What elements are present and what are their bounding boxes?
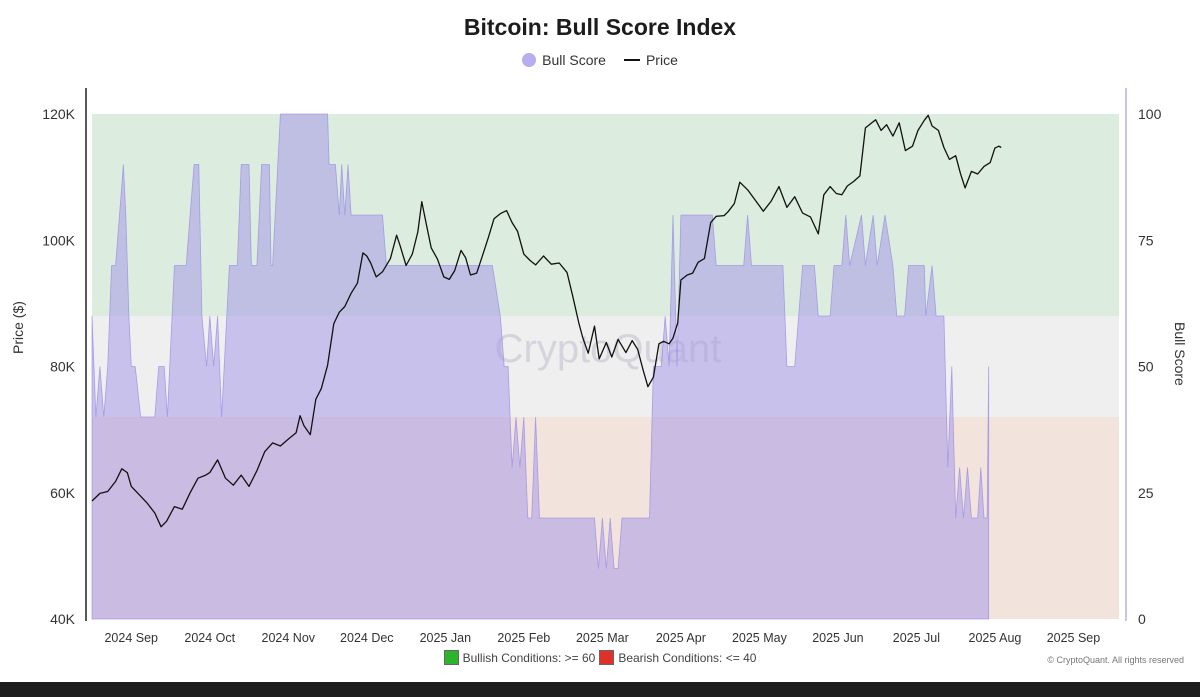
bullish-swatch-icon [443, 650, 459, 665]
x-tick-label: 2025 Aug [969, 631, 1022, 645]
footnote-bullish-label: Bullish Conditions: >= 60 [462, 650, 596, 665]
bull-score-area [91, 113, 990, 620]
legend-label-bull-score: Bull Score [542, 52, 606, 68]
x-tick-label: 2024 Dec [340, 631, 394, 645]
legend-item-price[interactable]: Price [623, 52, 678, 68]
y-right-tick-label: 50 [1138, 359, 1154, 375]
y-left-tick-label: 40K [50, 611, 76, 627]
x-tick-label: 2025 Jul [893, 631, 940, 645]
legend-item-bull-score[interactable]: Bull Score [522, 52, 606, 68]
x-tick-label: 2025 Jan [420, 631, 471, 645]
y-left-tick-label: 120K [42, 106, 75, 122]
chart-legend: Bull Score Price [0, 52, 1200, 68]
y-left-tick-label: 100K [42, 232, 75, 248]
x-tick-label: 2025 May [732, 631, 788, 645]
bull-score-dot-icon [522, 53, 537, 67]
y-right-tick-label: 100 [1138, 106, 1162, 122]
credit-text: © CryptoQuant. All rights reserved [1047, 655, 1184, 665]
x-tick-label: 2025 Mar [576, 631, 629, 645]
y-left-tick-label: 80K [50, 359, 76, 375]
bottom-bar [0, 682, 1200, 697]
y-right-tick-label: 0 [1138, 611, 1146, 627]
y-left-tick-label: 60K [50, 485, 76, 501]
x-tick-label: 2025 Feb [497, 631, 550, 645]
y-right-tick-label: 75 [1138, 232, 1154, 248]
bearish-swatch-icon [599, 650, 615, 665]
chart-title: Bitcoin: Bull Score Index [463, 14, 737, 40]
y-right-tick-label: 25 [1138, 485, 1154, 501]
footnote-legend: Bullish Conditions: >= 60 Bearish Condit… [0, 650, 1200, 665]
x-tick-label: 2024 Oct [184, 631, 235, 645]
footnote-bearish-label: Bearish Conditions: <= 40 [618, 650, 757, 665]
x-tick-label: 2025 Sep [1047, 631, 1101, 645]
x-tick-label: 2024 Sep [104, 631, 158, 645]
legend-label-price: Price [645, 52, 678, 68]
x-tick-label: 2025 Apr [656, 631, 706, 645]
x-tick-label: 2025 Jun [812, 631, 863, 645]
x-tick-label: 2024 Nov [262, 631, 316, 645]
price-line [91, 114, 1002, 528]
price-line-icon [623, 59, 640, 61]
